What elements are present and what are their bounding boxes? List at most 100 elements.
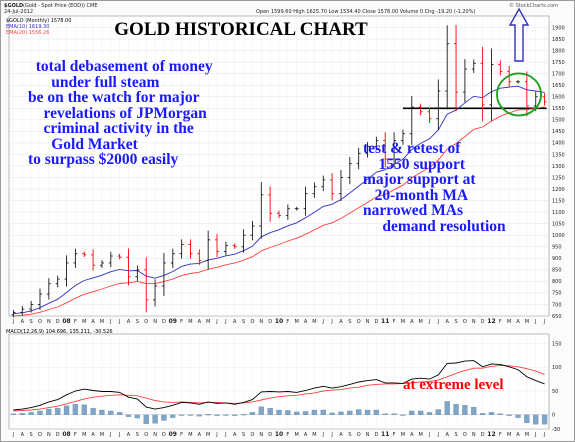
x-tick-label: O (38, 319, 42, 325)
ohlc-bar (64, 255, 69, 287)
x-tick-label: D (374, 319, 378, 325)
x-tick-label-macd: F (180, 432, 183, 438)
x-tick-label: M (507, 319, 511, 325)
x-tick-label: 09 (169, 318, 177, 325)
x-tick-label-macd: F (286, 432, 289, 438)
y-tick-label: 1150 (552, 198, 565, 204)
annotation-left-line-6: to surpass $2000 easily (28, 151, 179, 168)
macd-histogram-bar (364, 409, 371, 415)
x-tick-label-macd: 08 (62, 431, 70, 438)
y-tick-label: 1200 (552, 187, 565, 193)
ohlc-bar (418, 103, 423, 116)
x-tick-label: 11 (381, 318, 389, 325)
x-tick-label-macd: S (136, 432, 139, 438)
annotation-left: total debasement of money under full ste… (28, 59, 213, 168)
x-tick-label-macd: M (525, 432, 529, 438)
x-tick-label: D (481, 319, 485, 325)
ohlc-bar (489, 48, 494, 121)
x-tick-label-macd: O (357, 432, 361, 438)
ohlc-bar (11, 309, 16, 318)
x-tick-label: N (472, 319, 476, 325)
macd-histogram-bar (462, 405, 468, 415)
x-tick-label-macd: S (348, 432, 351, 438)
macd-histogram-bar (46, 408, 52, 415)
ohlc-bar (99, 260, 104, 268)
macd-histogram-bar (541, 414, 548, 425)
macd-histogram-bar (347, 410, 353, 415)
ohlc-bar (365, 142, 370, 158)
macd-histogram-bar (240, 414, 247, 416)
x-tick-label: J (215, 319, 217, 325)
ohlc-bar (259, 182, 264, 239)
x-tick-label: S (136, 319, 139, 325)
ohlc-bar (498, 60, 503, 76)
ohlc-bar (29, 301, 34, 313)
x-tick-label-macd: D (374, 432, 378, 438)
macd-histogram-bar (134, 414, 141, 419)
x-tick-label-macd: M (418, 432, 422, 438)
x-tick-label-macd: J (543, 432, 545, 438)
x-tick-label: A (516, 319, 520, 325)
x-tick-label: J (322, 319, 324, 325)
x-tick-label-macd: A (516, 432, 520, 438)
annotation-left-line-0: total debasement of money (28, 58, 213, 75)
ohlc-bar (232, 243, 237, 250)
grid (8, 15, 550, 430)
x-tick-label: N (366, 319, 370, 325)
ohlc-bar (46, 278, 51, 300)
macd-histogram-bar (276, 409, 282, 415)
legend-ema10: EMA(10) 1619.30 (6, 24, 50, 30)
header-ohlc: Open 1599.60 High 1625.70 Low 1554.40 Cl… (256, 9, 476, 15)
ohlc-bar (542, 93, 547, 106)
x-tick-label: S (242, 319, 245, 325)
macd-histogram-bar (524, 414, 530, 423)
ohlc-bar (471, 59, 476, 73)
x-tick-label: 10 (275, 318, 283, 325)
ohlc-bar (400, 129, 405, 145)
macd-histogram-bar (338, 411, 344, 415)
ohlc-bar (144, 257, 149, 313)
macd-histogram-bar (108, 410, 114, 415)
x-tick-label-macd: A (127, 432, 131, 438)
macd-signal-line (13, 364, 545, 412)
ohlc-bar (179, 239, 184, 259)
macd-histogram-bar (205, 414, 211, 416)
x-tick-label: A (91, 319, 95, 325)
x-tick-label-macd: M (100, 432, 104, 438)
x-tick-label: F (74, 319, 77, 325)
macd-histogram-bar (28, 412, 34, 415)
x-tick-label-macd: M (206, 432, 210, 438)
x-tick-label: F (499, 319, 502, 325)
x-tick-label-macd: M (188, 432, 192, 438)
ohlc-bar (347, 157, 352, 185)
macd-histogram-bar (515, 414, 521, 418)
ohlc-bar (20, 306, 25, 316)
ohlc-bars (11, 24, 547, 318)
macd-histogram-bar (533, 414, 539, 425)
x-tick-label: J (330, 319, 332, 325)
x-tick-label-macd: S (454, 432, 457, 438)
macd-histogram-bar (10, 413, 17, 415)
x-tick-label: O (144, 319, 148, 325)
annotation-macd: at extreme level (403, 377, 504, 393)
x-tick-label-macd: J (215, 432, 217, 438)
ohlc-bar (153, 279, 158, 307)
x-tick-label-macd: O (463, 432, 467, 438)
annotation-right-line-4: narrowed MAs (363, 202, 464, 219)
annotation-left-line-3: revelations of JPMorgan (28, 104, 207, 122)
macd-histogram-bar (72, 404, 79, 415)
price-axis: 650 700 750 800 850 900 950 1000 1050 1100 1150 120… (552, 25, 565, 319)
macd-histogram-bar (294, 411, 300, 415)
x-tick-label-macd: 12 (487, 431, 495, 438)
ohlc-bar (436, 79, 441, 131)
x-tick-label-macd: D (268, 432, 272, 438)
ohlc-bar (321, 175, 326, 192)
header-brand: © StockCharts.com (509, 3, 559, 9)
x-tick-label-macd: S (30, 432, 33, 438)
ohlc-bar (374, 136, 379, 151)
annotation-right-line-2: major support at (363, 171, 476, 188)
macd-y-label: -30 (552, 427, 560, 433)
x-tick-label: S (454, 319, 457, 325)
